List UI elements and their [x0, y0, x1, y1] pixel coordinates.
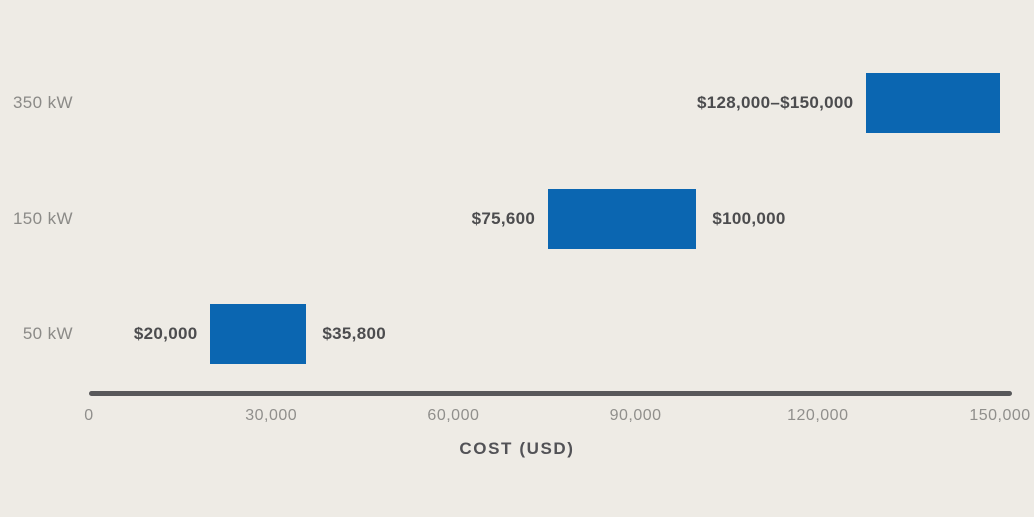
bar-value-label-after: $35,800 — [322, 324, 386, 343]
x-tick-label: 150,000 — [969, 407, 1031, 424]
range-bar — [210, 304, 307, 364]
category-label: 150 kW — [12, 209, 73, 228]
x-axis-title: COST (USD) — [459, 439, 575, 458]
bar-value-label-before: $128,000–$150,000 — [697, 93, 854, 112]
x-tick-label: 30,000 — [245, 407, 298, 424]
x-tick-label: 90,000 — [609, 407, 662, 424]
category-label: 350 kW — [12, 93, 73, 112]
bar-value-label-after: $100,000 — [712, 209, 786, 228]
range-bar — [548, 189, 697, 249]
x-tick-label: 120,000 — [787, 407, 849, 424]
category-label: 50 kW — [22, 324, 73, 343]
bar-value-label-before: $75,600 — [471, 209, 536, 228]
bar-value-label-before: $20,000 — [133, 324, 198, 343]
range-bar — [866, 73, 1000, 133]
x-tick-label: 0 — [84, 407, 94, 424]
x-tick-label: 60,000 — [427, 407, 480, 424]
x-axis-line — [89, 391, 1012, 396]
